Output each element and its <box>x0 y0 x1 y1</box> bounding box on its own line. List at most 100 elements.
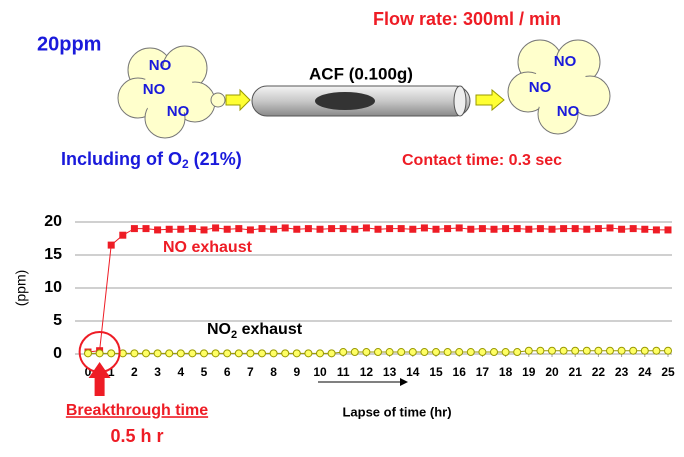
x-tick-label: 13 <box>383 365 397 379</box>
marker <box>269 349 278 358</box>
marker <box>107 349 116 358</box>
marker <box>455 348 464 357</box>
marker <box>304 349 313 358</box>
x-tick-label: 2 <box>131 365 138 379</box>
marker <box>223 349 232 358</box>
marker <box>594 346 603 355</box>
x-tick-label: 8 <box>270 365 277 379</box>
text: NO <box>207 321 231 338</box>
marker <box>397 225 405 233</box>
marker <box>374 225 382 233</box>
marker <box>455 224 463 232</box>
gas-label: NO <box>557 103 580 120</box>
marker <box>316 349 324 358</box>
marker <box>536 346 545 355</box>
text: Including of O <box>61 149 182 169</box>
x-tick-label: 19 <box>522 365 536 379</box>
marker <box>235 225 243 233</box>
x-tick-label: 11 <box>337 365 350 379</box>
marker <box>640 346 649 355</box>
marker <box>234 349 243 358</box>
outlet-cloud <box>507 39 611 135</box>
concentration: 20ppm <box>37 33 101 55</box>
marker <box>432 348 440 357</box>
marker <box>420 348 429 357</box>
marker <box>501 348 510 357</box>
marker <box>617 346 626 355</box>
marker <box>327 349 336 358</box>
marker <box>84 349 92 358</box>
subscript: 2 <box>231 329 237 341</box>
time-arrowhead <box>400 378 408 386</box>
legend-label: NO exhaust <box>163 239 253 256</box>
marker <box>142 225 150 233</box>
flow-rate: Flow rate: 300ml / min <box>373 9 561 29</box>
gas-label: NO <box>143 81 166 98</box>
bubble <box>210 92 226 108</box>
marker <box>548 225 556 233</box>
y-tick-label: 20 <box>44 213 62 230</box>
text: exhaust <box>237 321 303 338</box>
marker <box>316 225 324 233</box>
marker <box>258 349 266 358</box>
marker <box>652 346 661 355</box>
x-tick-label: 12 <box>360 365 374 379</box>
marker <box>362 224 370 232</box>
gas-label: NO <box>149 57 172 74</box>
marker <box>594 225 602 233</box>
marker <box>467 225 475 233</box>
marker <box>490 348 498 357</box>
x-tick-label: 6 <box>224 365 231 379</box>
marker <box>583 225 591 233</box>
flow-arrow <box>225 88 251 112</box>
marker <box>142 349 150 358</box>
x-axis-label: Lapse of time (hr) <box>342 404 451 419</box>
contact-time: Contact time: 0.3 sec <box>402 152 562 169</box>
marker <box>606 224 614 232</box>
marker <box>119 231 127 239</box>
x-tick-label: 4 <box>177 365 184 379</box>
marker <box>582 346 591 355</box>
marker <box>548 346 556 355</box>
marker <box>525 225 533 233</box>
marker <box>188 225 196 233</box>
marker <box>350 348 359 357</box>
y-tick-label: 0 <box>53 345 62 362</box>
marker <box>385 348 394 357</box>
marker <box>571 225 579 233</box>
marker <box>107 241 115 249</box>
marker <box>188 349 197 358</box>
marker <box>328 225 336 233</box>
x-tick-label: 5 <box>201 365 208 379</box>
x-tick-label: 7 <box>247 365 254 379</box>
marker <box>362 348 371 357</box>
marker <box>351 225 359 233</box>
x-tick-label: 16 <box>453 365 467 379</box>
marker <box>652 226 660 234</box>
y-tick-label: 5 <box>53 312 62 329</box>
marker <box>641 225 649 233</box>
marker <box>444 225 452 233</box>
flow-arrow <box>475 88 505 112</box>
x-tick-label: 3 <box>154 365 161 379</box>
marker <box>478 225 486 233</box>
marker <box>664 226 672 234</box>
x-tick-label: 21 <box>569 365 583 379</box>
marker <box>258 225 266 233</box>
marker <box>409 225 417 233</box>
marker <box>490 225 498 233</box>
y-tick-label: 15 <box>44 246 62 263</box>
marker <box>536 225 544 233</box>
marker <box>618 225 626 233</box>
x-tick-label: 24 <box>638 365 652 379</box>
marker <box>502 225 510 233</box>
marker <box>200 349 208 358</box>
gas-label: NO <box>554 53 577 70</box>
marker <box>664 346 672 355</box>
x-tick-label: 22 <box>592 365 606 379</box>
x-tick-label: 9 <box>293 365 300 379</box>
marker <box>153 349 162 358</box>
x-tick-label: 15 <box>429 365 443 379</box>
